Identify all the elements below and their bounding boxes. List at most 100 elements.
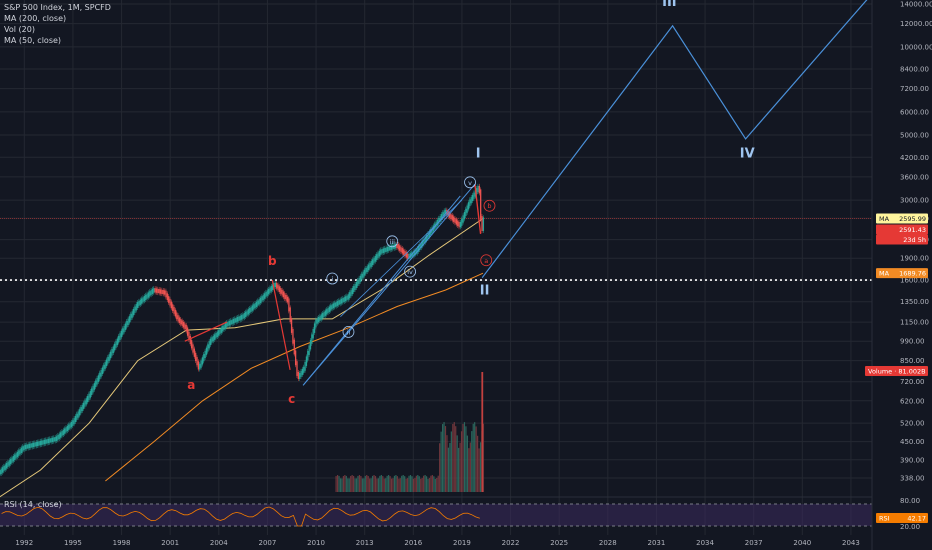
candle-body <box>250 306 252 312</box>
wave-label-I: I <box>476 146 481 161</box>
legend-ma50[interactable]: MA (50, close) <box>4 36 62 45</box>
candle-body <box>462 215 464 223</box>
x-tick-label: 2037 <box>745 539 763 547</box>
legend-ma200[interactable]: MA (200, close) <box>4 14 67 23</box>
x-tick-label: 2034 <box>696 539 714 547</box>
x-tick-label: 2025 <box>550 539 568 547</box>
volume-bar <box>376 478 378 492</box>
candle-body <box>213 334 216 340</box>
candle-body <box>216 331 218 338</box>
candle-body <box>270 285 272 292</box>
candle-body <box>296 361 298 376</box>
legend-title[interactable]: S&P 500 Index, 1M, SPCFD <box>4 3 111 12</box>
volume-bar <box>440 431 442 492</box>
candle-body <box>96 377 98 385</box>
volume-bar <box>459 442 461 492</box>
volume-bar <box>471 431 473 492</box>
candle-body <box>438 217 440 224</box>
candle-body <box>239 315 241 321</box>
candle-body <box>327 307 329 314</box>
rsi-band <box>0 504 872 526</box>
y-tick-label: 990.00 <box>900 338 925 346</box>
candle-body <box>100 370 102 377</box>
legend-volume[interactable]: Vol (20) <box>4 25 35 34</box>
candle-body <box>61 431 63 437</box>
candle-body <box>335 301 337 307</box>
candle-body <box>130 313 132 321</box>
candle-body <box>0 468 2 475</box>
candle-body <box>93 383 96 390</box>
candle-body <box>62 429 64 436</box>
candle-body <box>403 249 405 255</box>
candle-body <box>192 344 194 353</box>
candle-body <box>153 288 155 293</box>
candle-body <box>447 211 449 217</box>
candle-body <box>34 442 36 447</box>
candle-body <box>223 324 225 331</box>
volume-bar <box>338 475 340 492</box>
volume-bar <box>401 475 403 492</box>
wave-label-b: b <box>268 254 277 268</box>
candle-body <box>224 323 227 329</box>
candle-body <box>470 197 472 204</box>
candle-body <box>461 218 463 226</box>
candle-body <box>166 293 168 301</box>
candle-body <box>122 328 124 335</box>
candle-body <box>355 281 358 288</box>
candle-body <box>128 316 131 323</box>
candle-body <box>378 250 381 257</box>
candle-body <box>304 361 306 371</box>
candle-body <box>407 253 409 259</box>
candle-body <box>455 219 458 225</box>
candle-body <box>173 307 175 314</box>
y-tick-label: 3600.00 <box>900 173 929 181</box>
candle-body <box>286 296 289 303</box>
x-tick-label: 2010 <box>307 539 325 547</box>
volume-bar <box>339 478 342 492</box>
wave-circle-i: i <box>331 275 333 283</box>
candle-body <box>178 317 181 323</box>
candle-body <box>382 248 385 253</box>
y-tick-label: 520.00 <box>900 420 925 428</box>
y-tick-label: 6000.00 <box>900 108 929 116</box>
candle-body <box>262 294 264 301</box>
volume-bar <box>434 478 436 492</box>
rsi-legend[interactable]: RSI (14, close) <box>4 500 62 509</box>
volume-bar <box>395 475 397 492</box>
volume-bar <box>446 435 448 492</box>
volume-bar <box>347 478 349 492</box>
candle-body <box>415 249 417 255</box>
candle-body <box>200 360 202 368</box>
x-tick-label: 2028 <box>599 539 617 547</box>
candle-body <box>65 427 67 433</box>
volume-bar <box>350 475 352 492</box>
candle-body <box>157 288 159 294</box>
candle-body <box>288 298 290 312</box>
candle-body <box>222 326 224 332</box>
candle-body <box>69 423 71 429</box>
candle-body <box>19 449 21 455</box>
candle-body <box>245 311 247 317</box>
time-axis[interactable]: 1992 1995 1998 2001 2004 2007 2010 2013 2016 2019… <box>15 539 859 547</box>
candle-body <box>396 243 398 249</box>
candle-body <box>174 309 177 317</box>
candle-body <box>119 333 121 340</box>
candle-body <box>46 439 48 444</box>
volume-bar <box>367 476 369 492</box>
volume-tag-label: Volume · 81.002B <box>868 368 926 376</box>
candle-body <box>400 246 402 253</box>
candle-body <box>401 248 403 254</box>
volume-bar <box>427 478 429 492</box>
candle-body <box>412 251 414 257</box>
volume-bar <box>478 448 480 492</box>
candle-body <box>205 347 208 355</box>
rsi-tag-value-box <box>876 513 928 523</box>
candle-body <box>146 293 148 299</box>
candle-body <box>208 341 210 349</box>
candle-body <box>311 334 313 344</box>
candle-body <box>386 246 389 252</box>
candle-body <box>227 321 229 327</box>
rsi-upper-label: 80.00 <box>900 497 920 505</box>
